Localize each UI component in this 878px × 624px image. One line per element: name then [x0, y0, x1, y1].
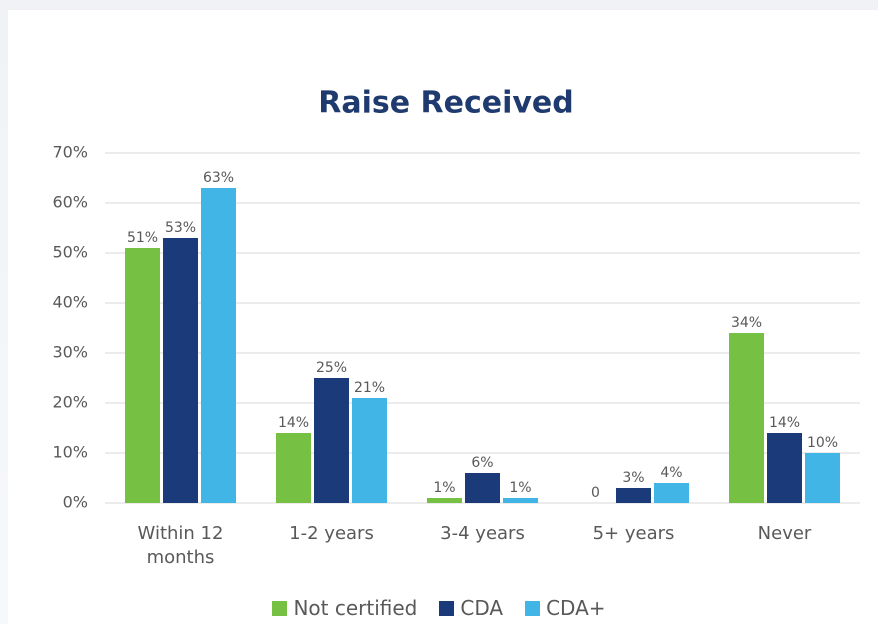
- data-label: 0: [591, 485, 600, 501]
- y-tick-label: 60%: [52, 193, 88, 212]
- data-label: 4%: [660, 465, 682, 481]
- bar: [767, 433, 802, 503]
- data-label: 1%: [509, 480, 531, 496]
- bar: [276, 433, 311, 503]
- legend-item: CDA: [439, 596, 503, 620]
- data-label: 51%: [127, 230, 158, 246]
- x-tick-label: Within 12 months: [137, 523, 224, 568]
- bar: [352, 398, 387, 503]
- bar: [654, 483, 689, 503]
- data-label: 21%: [354, 380, 385, 396]
- data-label: 1%: [433, 480, 455, 496]
- data-label: 63%: [203, 170, 234, 186]
- legend-item: Not certified: [272, 596, 417, 620]
- legend-label: Not certified: [293, 596, 418, 620]
- y-tick-label: 10%: [52, 443, 88, 462]
- legend: Not certified CDA CDA+: [0, 596, 878, 620]
- legend-swatch: [439, 600, 455, 616]
- y-tick-label: 20%: [52, 393, 88, 412]
- data-label: 34%: [731, 315, 762, 331]
- x-tick-label: 3-4 years: [440, 523, 525, 544]
- data-label: 14%: [769, 415, 800, 431]
- bar: [314, 378, 349, 503]
- data-label: 25%: [316, 360, 347, 376]
- legend-swatch: [272, 600, 288, 616]
- legend-item: CDA+: [525, 596, 606, 620]
- bar: [427, 498, 462, 503]
- data-label: 53%: [165, 220, 196, 236]
- y-tick-label: 70%: [52, 143, 88, 162]
- y-tick-label: 50%: [52, 243, 88, 262]
- legend-swatch: [525, 600, 541, 616]
- data-label: 14%: [278, 415, 309, 431]
- data-label: 6%: [471, 455, 493, 471]
- legend-label: CDA: [460, 596, 504, 620]
- data-label: 3%: [622, 470, 644, 486]
- bar: [465, 473, 500, 503]
- chart-title: Raise Received: [318, 86, 574, 121]
- bar: [805, 453, 840, 503]
- x-tick-label: 1-2 years: [289, 523, 374, 544]
- y-tick-label: 30%: [52, 343, 88, 362]
- bar: [503, 498, 538, 503]
- bar: [163, 238, 198, 503]
- bar: [201, 188, 236, 503]
- data-label: 10%: [807, 435, 838, 451]
- y-tick-label: 40%: [52, 293, 88, 312]
- x-tick-label: 5+ years: [592, 523, 675, 544]
- bar: [729, 333, 764, 503]
- bar: [616, 488, 651, 503]
- x-tick-label: Never: [757, 523, 812, 544]
- y-tick-label: 0%: [63, 493, 88, 512]
- bar: [125, 248, 160, 503]
- legend-label: CDA+: [546, 596, 606, 620]
